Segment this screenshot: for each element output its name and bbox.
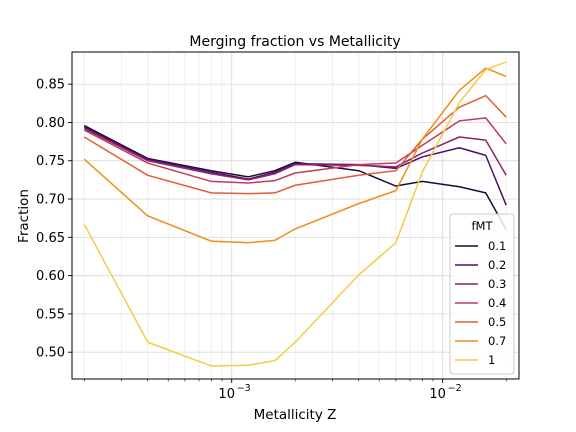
x-tick-label: 10	[429, 387, 446, 402]
legend-label-1: 1	[488, 353, 495, 367]
legend-label-0.5: 0.5	[488, 315, 506, 329]
y-axis-label: Fraction	[16, 189, 32, 243]
legend-label-0.4: 0.4	[488, 296, 506, 310]
legend: fMT 0.1 0.2 0.3 0.4 0.5 0.7 1	[450, 214, 514, 374]
y-tick-label: 0.80	[36, 116, 65, 131]
legend-label-0.1: 0.1	[488, 239, 506, 253]
legend-title: fMT	[472, 219, 494, 233]
x-tick-label-exponent: −2	[448, 383, 462, 394]
y-tick-label: 0.85	[36, 78, 65, 93]
legend-label-0.3: 0.3	[488, 277, 506, 291]
x-axis-label: Metallicity Z	[254, 407, 337, 423]
legend-label-0.2: 0.2	[488, 258, 506, 272]
y-tick-label: 0.60	[36, 269, 65, 284]
x-tick-label-exponent: −3	[237, 383, 251, 394]
y-tick-label: 0.50	[36, 346, 65, 361]
y-tick-label: 0.65	[36, 231, 65, 246]
y-tick-label: 0.55	[36, 307, 65, 322]
chart-title: Merging fraction vs Metallicity	[189, 34, 400, 50]
x-tick-label: 10	[218, 387, 235, 402]
y-tick-label: 0.70	[36, 193, 65, 208]
y-tick-label: 0.75	[36, 154, 65, 169]
legend-box	[450, 214, 514, 374]
legend-label-0.7: 0.7	[488, 334, 506, 348]
